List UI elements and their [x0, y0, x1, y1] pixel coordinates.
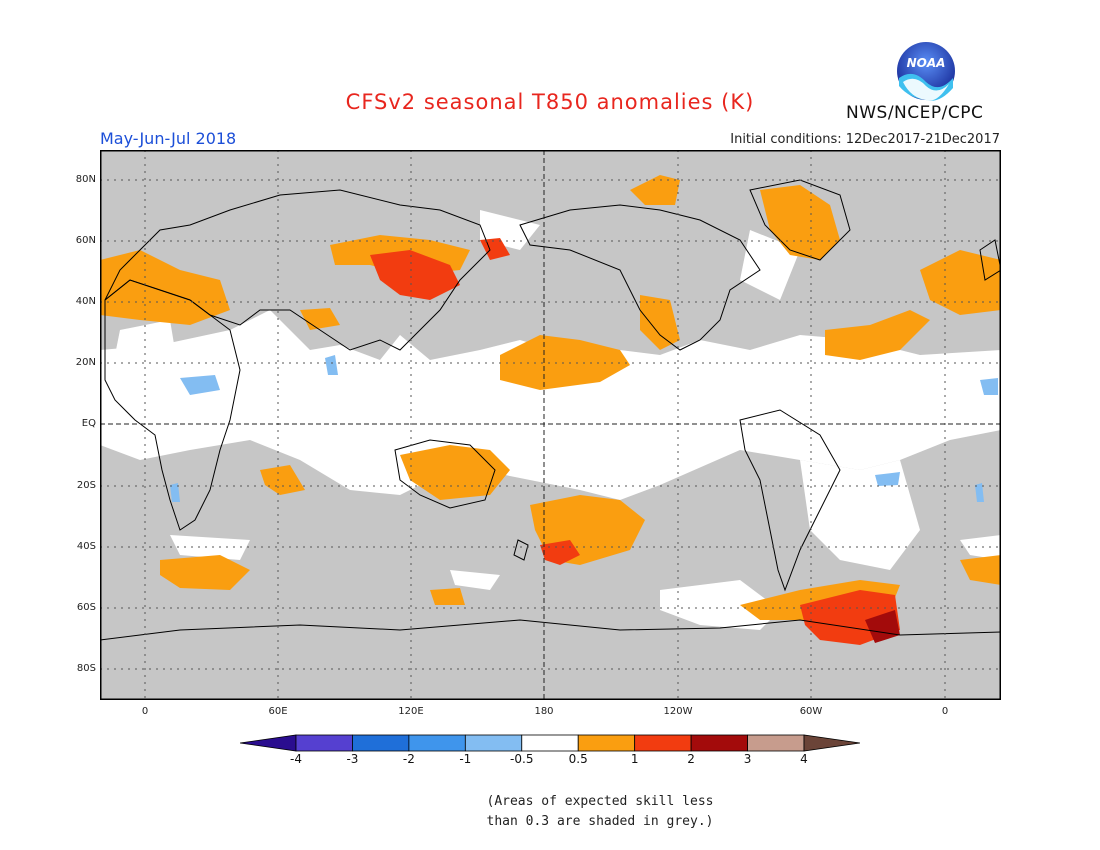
- lat-label-80n: 80N: [75, 174, 96, 185]
- lon-label-120e: 120E: [398, 706, 424, 717]
- cool-region-sahel: [180, 375, 220, 395]
- logo-text: NOAA: [907, 56, 946, 70]
- skill-note-line-1: (Areas of expected skill less: [486, 794, 714, 809]
- lat-label-20n: 20N: [75, 357, 96, 368]
- strong-warm-region-siberia: [370, 250, 460, 300]
- warm-region-europe-east: [920, 250, 1001, 315]
- lat-label-60n: 60N: [75, 235, 96, 246]
- colorbar: [240, 734, 860, 752]
- lat-label-20s: 20S: [76, 480, 96, 491]
- antarctica-outline: [100, 619, 1001, 641]
- strongest-warm-region-antarctic: [865, 610, 900, 643]
- colorbar-tick-label: -0.5: [510, 752, 534, 766]
- warm-region-indian-south: [160, 555, 250, 590]
- colorbar-cell: [408, 734, 466, 752]
- forecast-period: May-Jun-Jul 2018: [100, 129, 237, 148]
- colorbar-tick-label: 0.5: [568, 752, 588, 766]
- colorbar-tick-label: 1: [630, 752, 639, 766]
- warm-region-tibet: [300, 308, 340, 330]
- strongest-warm-regions: [865, 610, 900, 643]
- cool-region-angola: [170, 483, 180, 502]
- strong-warm-region-south-pacific: [540, 540, 580, 565]
- colorbar-cell: [521, 734, 579, 752]
- anomaly-map: [100, 150, 1001, 700]
- cool-anomaly-regions: [170, 355, 998, 502]
- new-zealand-outline: [513, 539, 529, 561]
- lat-label-eq: EQ: [81, 418, 96, 429]
- greenland-outline: [749, 179, 851, 261]
- australia-outline: [394, 439, 496, 509]
- colorbar-tick-label: -3: [346, 752, 359, 766]
- north-america-outline: [519, 204, 761, 351]
- lon-label-120w: 120W: [663, 706, 693, 717]
- warm-region-madagascar: [260, 465, 305, 495]
- warm-region-south-east-atlantic: [960, 555, 1001, 585]
- lat-label-80s: 80S: [76, 663, 96, 674]
- warm-region-small-south: [430, 588, 465, 605]
- neutral-regions: [100, 210, 1001, 630]
- agency-label: NWS/NCEP/CPC: [846, 103, 984, 123]
- lon-label-180: 180: [534, 706, 554, 717]
- warm-region-north-atlantic: [825, 310, 930, 360]
- cool-region-east-atlantic: [975, 483, 984, 502]
- europe-east-outline: [979, 239, 1001, 281]
- colorbar-low-end: [240, 734, 297, 752]
- warm-region-europe: [100, 250, 230, 325]
- colorbar-tick-label: 4: [800, 752, 808, 766]
- skill-note-line-2: than 0.3 are shaded in grey.): [486, 814, 714, 829]
- warm-region-australia: [400, 445, 510, 500]
- lat-label-40n: 40N: [75, 296, 96, 307]
- cool-region-south-america-coast: [875, 472, 900, 486]
- colorbar-tick-label: 3: [743, 752, 752, 766]
- colorbar-tick-label: -2: [402, 752, 415, 766]
- colorbar-tick-label: -1: [459, 752, 472, 766]
- colorbar-tick-label: 2: [687, 752, 695, 766]
- south-america-outline: [739, 409, 841, 592]
- warm-region-tropical-north-pacific: [500, 335, 630, 390]
- map-title: CFSv2 seasonal T850 anomalies (K): [345, 90, 755, 114]
- coastlines: [100, 179, 1001, 641]
- colorbar-cell: [747, 734, 805, 752]
- initial-conditions: Initial conditions: 12Dec2017-21Dec2017: [730, 132, 1000, 147]
- colorbar-cell: [577, 734, 636, 752]
- colorbar-high-end: [803, 734, 860, 752]
- colorbar-cell: [464, 734, 523, 752]
- noaa-logo: NOAA: [895, 40, 957, 102]
- colorbar-cell: [352, 734, 410, 752]
- colorbar-cell: [690, 734, 748, 752]
- lat-label-60s: 60S: [76, 602, 96, 613]
- skill-note: (Areas of expected skill less than 0.3 a…: [470, 792, 730, 832]
- warm-region-east-pacific: [640, 295, 680, 350]
- map-frame: [100, 150, 1001, 700]
- eurasia-outline: [104, 189, 491, 351]
- lon-label-0: 0: [141, 706, 149, 717]
- lat-gridlines: [100, 179, 1001, 670]
- cool-region-india: [325, 355, 338, 375]
- lon-label-0-east: 0: [941, 706, 949, 717]
- colorbar-cell: [634, 734, 692, 752]
- lon-gridlines: [144, 150, 946, 700]
- colorbar-tick-label: -4: [290, 752, 302, 766]
- warm-region-arctic: [630, 175, 680, 205]
- lon-label-60w: 60W: [799, 706, 823, 717]
- warm-anomaly-regions: [100, 175, 1001, 620]
- cool-region-west-africa: [980, 378, 998, 395]
- lon-label-60e: 60E: [268, 706, 288, 717]
- colorbar-cell: [295, 734, 353, 752]
- lat-label-40s: 40S: [76, 541, 96, 552]
